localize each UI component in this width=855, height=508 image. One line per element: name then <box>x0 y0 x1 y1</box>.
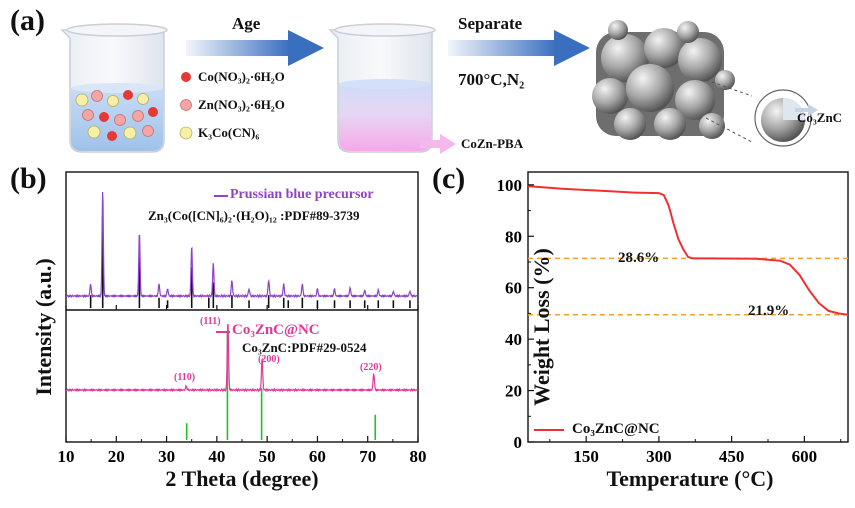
xrd-xlabel: 2 Theta (degree) <box>165 466 319 491</box>
xrd-x-tick-label: 30 <box>158 447 175 466</box>
tga-y-tick-label: 80 <box>505 227 522 246</box>
reagent-zn: Zn(NO₃)₂·6H₂O <box>198 97 285 112</box>
tga-frame <box>527 171 849 443</box>
xrd-chart: 10 20 30 40 50 60 70 80 <box>58 171 427 466</box>
product-label: Co₃ZnC <box>797 110 843 125</box>
tga-y-tick-label: 60 <box>505 279 522 298</box>
tga-x-tick-label: 450 <box>719 447 745 466</box>
tga-legend-text: Co₃ZnC@NC <box>572 421 660 437</box>
panel-a-diagram <box>60 20 818 154</box>
temperature-label: 700°C,N₂ <box>458 70 525 89</box>
tga-chart: 0 20 40 60 80 100 150 300 450 600 <box>497 171 849 466</box>
panel-a-label: (a) <box>10 4 45 37</box>
tga-y-tick-label: 40 <box>505 330 522 349</box>
peak-label-220: (220) <box>360 362 382 373</box>
panel-c-label: (c) <box>432 162 466 195</box>
upper-legend-text: Prussian blue precursor <box>230 187 374 202</box>
tga-xlabel: Temperature (°C) <box>606 466 774 491</box>
peak-label-111: (111) <box>200 316 221 327</box>
reagent-co: Co(NO₃)₂·6H₂O <box>198 69 285 84</box>
legend-co-icon <box>181 72 191 82</box>
lower-legend-text: Co₃ZnC@NC <box>232 322 320 338</box>
tga-x-tick-label: 300 <box>646 447 672 466</box>
beaker-2 <box>328 23 436 153</box>
beaker-1 <box>60 23 168 153</box>
age-label: Age <box>232 14 261 33</box>
xrd-x-tick-label: 10 <box>58 447 75 466</box>
tga-y-tick-label: 100 <box>497 176 523 195</box>
peak-label-110: (110) <box>174 372 196 383</box>
co3znc-trace <box>65 323 419 393</box>
pba-arrow <box>420 140 442 148</box>
xrd-x-tick-label: 50 <box>259 447 276 466</box>
precursor-trace <box>65 191 419 299</box>
age-arrow <box>186 30 324 66</box>
xrd-x-tick-label: 80 <box>410 447 427 466</box>
separate-arrow <box>448 30 590 66</box>
zoom-sphere <box>754 89 818 147</box>
xrd-ylabel: Intensity (a.u.) <box>31 258 56 396</box>
upper-ref-text: Zn₃(Co([CN]₆)₂·(H₂O)₁₂ :PDF#89-3739 <box>148 208 360 223</box>
xrd-x-tick-label: 20 <box>108 447 125 466</box>
tga-x-tick-label: 600 <box>792 447 818 466</box>
reagent-k: K₃Co(CN)₆ <box>198 125 260 140</box>
tga-annotation-2: 21.9% <box>748 303 790 319</box>
tga-x-tick-label: 150 <box>573 447 599 466</box>
tga-annotation-1: 28.6% <box>618 250 660 266</box>
tga-ylabel: Weight Loss (%) <box>529 248 554 406</box>
legend-zn-icon <box>180 99 192 111</box>
xrd-x-tick-label: 70 <box>359 447 376 466</box>
xrd-x-tick-label: 60 <box>309 447 326 466</box>
legend-k-icon <box>179 126 193 140</box>
peak-label-200: (200) <box>258 354 280 365</box>
tga-y-tick-label: 0 <box>514 433 523 452</box>
xrd-x-tick-label: 40 <box>208 447 225 466</box>
tga-y-tick-label: 20 <box>505 382 522 401</box>
precursor-label: CoZn-PBA <box>461 136 524 151</box>
lower-ref-text: Co₃ZnC:PDF#29-0524 <box>242 340 367 355</box>
panel-b-label: (b) <box>10 162 47 195</box>
separate-label: Separate <box>458 14 523 33</box>
tga-curve <box>527 185 849 316</box>
product-spheres <box>592 20 735 140</box>
